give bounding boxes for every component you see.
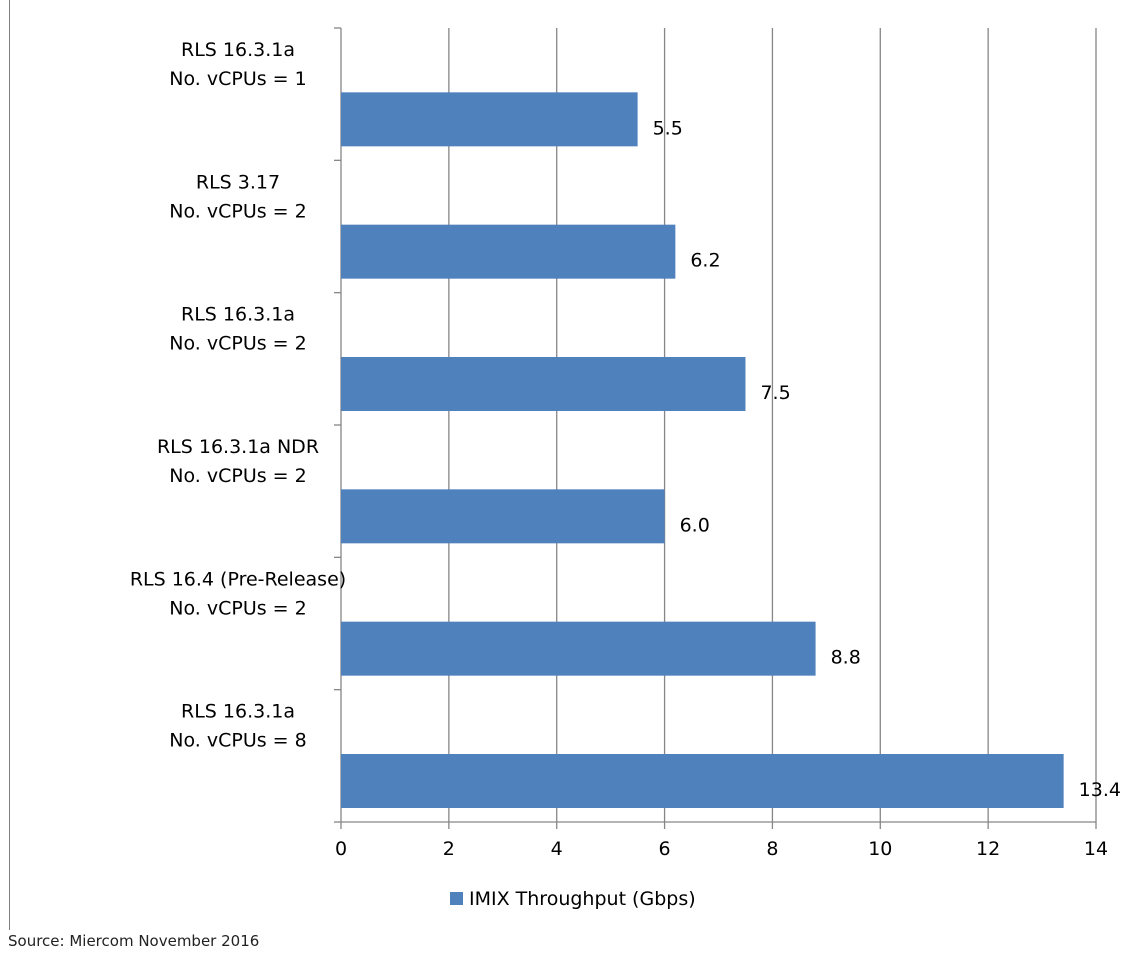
axes: [334, 27, 1097, 829]
x-tick-label: 4: [551, 838, 563, 860]
legend: IMIX Throughput (Gbps): [450, 888, 696, 910]
x-tick-label: 6: [659, 838, 671, 860]
category-label-line1-2: RLS 16.3.1a: [181, 304, 295, 326]
category-label-line2-3: No. vCPUs = 2: [169, 465, 306, 487]
source-note: Source: Miercom November 2016: [8, 932, 260, 950]
bar-5: [341, 754, 1064, 808]
data-label-1: 6.2: [690, 250, 720, 272]
bar-2: [341, 357, 746, 411]
x-tick-label: 2: [443, 838, 455, 860]
legend-label: IMIX Throughput (Gbps): [469, 888, 696, 910]
data-label-4: 8.8: [831, 647, 861, 669]
data-label-2: 7.5: [760, 382, 790, 404]
x-tick-labels: 0 2 4 6 8 10 12 14: [335, 838, 1108, 860]
bar-0: [341, 92, 638, 147]
category-label-line2-5: No. vCPUs = 8: [169, 730, 306, 752]
category-label-line1-1: RLS 3.17: [196, 171, 280, 193]
data-label-5: 13.4: [1079, 779, 1121, 801]
category-label-line1-5: RLS 16.3.1a: [181, 701, 295, 723]
category-label-line2-4: No. vCPUs = 2: [169, 597, 306, 619]
bar-4: [341, 621, 816, 676]
category-label-line1-3: RLS 16.3.1a NDR: [157, 436, 319, 458]
bar-1: [341, 224, 676, 279]
chart-frame-left-border: [9, 0, 10, 930]
x-tick-label: 10: [868, 838, 892, 860]
bars: [341, 92, 1064, 808]
category-label-line2-0: No. vCPUs = 1: [169, 68, 306, 90]
category-labels: RLS 16.3.1a No. vCPUs = 1 RLS 3.17 No. vCPU…: [130, 39, 346, 752]
x-tick-label: 8: [766, 838, 778, 860]
category-label-line1-0: RLS 16.3.1a: [181, 39, 295, 61]
x-tick-label: 14: [1084, 838, 1108, 860]
category-label-line1-4: RLS 16.4 (Pre-Release): [130, 568, 346, 590]
gridlines: [448, 28, 1097, 822]
bar-3: [341, 489, 665, 544]
legend-swatch: [450, 892, 463, 905]
category-label-line2-1: No. vCPUs = 2: [169, 200, 306, 222]
data-labels: 5.5 6.2 7.5 6.0 8.8 13.4: [653, 117, 1121, 801]
data-label-3: 6.0: [680, 514, 710, 536]
x-tick-label: 0: [335, 838, 347, 860]
x-tick-label: 12: [976, 838, 1000, 860]
category-label-line2-2: No. vCPUs = 2: [169, 333, 306, 355]
data-label-0: 5.5: [653, 117, 683, 139]
